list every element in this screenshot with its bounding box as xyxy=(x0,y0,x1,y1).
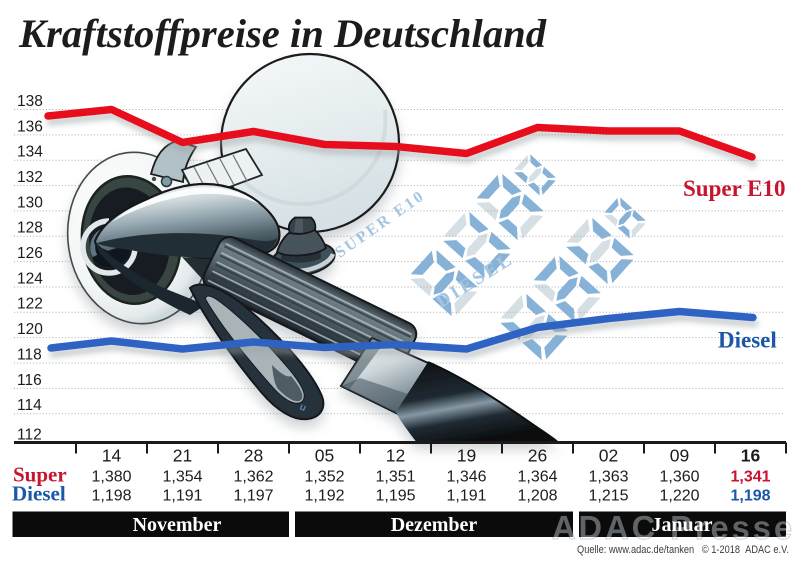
svg-text:1,364: 1,364 xyxy=(517,469,557,486)
svg-text:132: 132 xyxy=(17,169,43,186)
svg-text:120: 120 xyxy=(17,321,43,338)
svg-text:1,363: 1,363 xyxy=(588,469,628,486)
svg-text:1,352: 1,352 xyxy=(304,469,344,486)
svg-text:Diesel: Diesel xyxy=(718,328,777,353)
svg-text:1,351: 1,351 xyxy=(375,469,415,486)
svg-text:1,198: 1,198 xyxy=(730,488,770,505)
svg-text:1,192: 1,192 xyxy=(304,488,344,505)
svg-text:02: 02 xyxy=(599,446,618,466)
svg-text:14: 14 xyxy=(102,446,122,466)
svg-text:118: 118 xyxy=(17,346,42,363)
svg-text:1,191: 1,191 xyxy=(162,488,202,505)
svg-text:130: 130 xyxy=(17,194,43,211)
svg-text:1,215: 1,215 xyxy=(588,488,628,505)
svg-text:ADAC Presse: ADAC Presse xyxy=(552,509,795,546)
svg-text:128: 128 xyxy=(17,220,43,237)
svg-text:09: 09 xyxy=(670,446,689,466)
svg-text:Kraftstoffpreise in Deutschlan: Kraftstoffpreise in Deutschland xyxy=(18,11,547,56)
svg-text:1,362: 1,362 xyxy=(233,469,273,486)
svg-text:1,346: 1,346 xyxy=(446,469,486,486)
svg-text:u: u xyxy=(298,402,308,414)
svg-text:26: 26 xyxy=(528,446,547,466)
svg-text:1,354: 1,354 xyxy=(162,469,202,486)
svg-text:12: 12 xyxy=(386,446,405,466)
svg-text:1,197: 1,197 xyxy=(233,488,273,505)
svg-text:Quelle: www.adac.de/tanken ©: Quelle: www.adac.de/tanken © 1-2018 ADAC… xyxy=(577,544,789,556)
svg-text:16: 16 xyxy=(741,446,761,466)
svg-text:Januar: Januar xyxy=(651,514,712,536)
svg-text:124: 124 xyxy=(17,270,43,287)
svg-text:Dezember: Dezember xyxy=(391,514,478,536)
svg-text:1,191: 1,191 xyxy=(446,488,486,505)
svg-text:138: 138 xyxy=(17,93,43,110)
svg-text:134: 134 xyxy=(17,144,43,161)
svg-text:November: November xyxy=(133,514,222,536)
svg-text:1,380: 1,380 xyxy=(91,469,131,486)
svg-text:19: 19 xyxy=(457,446,476,466)
svg-text:116: 116 xyxy=(17,372,42,389)
svg-text:1,220: 1,220 xyxy=(659,488,699,505)
svg-text:Diesel: Diesel xyxy=(12,482,66,506)
svg-text:Super E10: Super E10 xyxy=(683,176,785,201)
svg-text:122: 122 xyxy=(17,296,43,313)
svg-text:126: 126 xyxy=(17,245,43,262)
svg-text:05: 05 xyxy=(315,446,334,466)
svg-text:Super: Super xyxy=(13,463,67,487)
svg-text:136: 136 xyxy=(17,118,43,135)
svg-text:21: 21 xyxy=(173,446,192,466)
svg-text:1,341: 1,341 xyxy=(730,469,770,486)
svg-text:28: 28 xyxy=(244,446,263,466)
svg-text:1,208: 1,208 xyxy=(517,488,557,505)
svg-text:1,195: 1,195 xyxy=(375,488,415,505)
svg-text:114: 114 xyxy=(17,397,42,414)
svg-text:ADAC Presse: ADAC Presse xyxy=(552,509,795,546)
svg-text:1,198: 1,198 xyxy=(91,488,131,505)
svg-text:112: 112 xyxy=(17,427,42,444)
svg-text:1,360: 1,360 xyxy=(659,469,699,486)
